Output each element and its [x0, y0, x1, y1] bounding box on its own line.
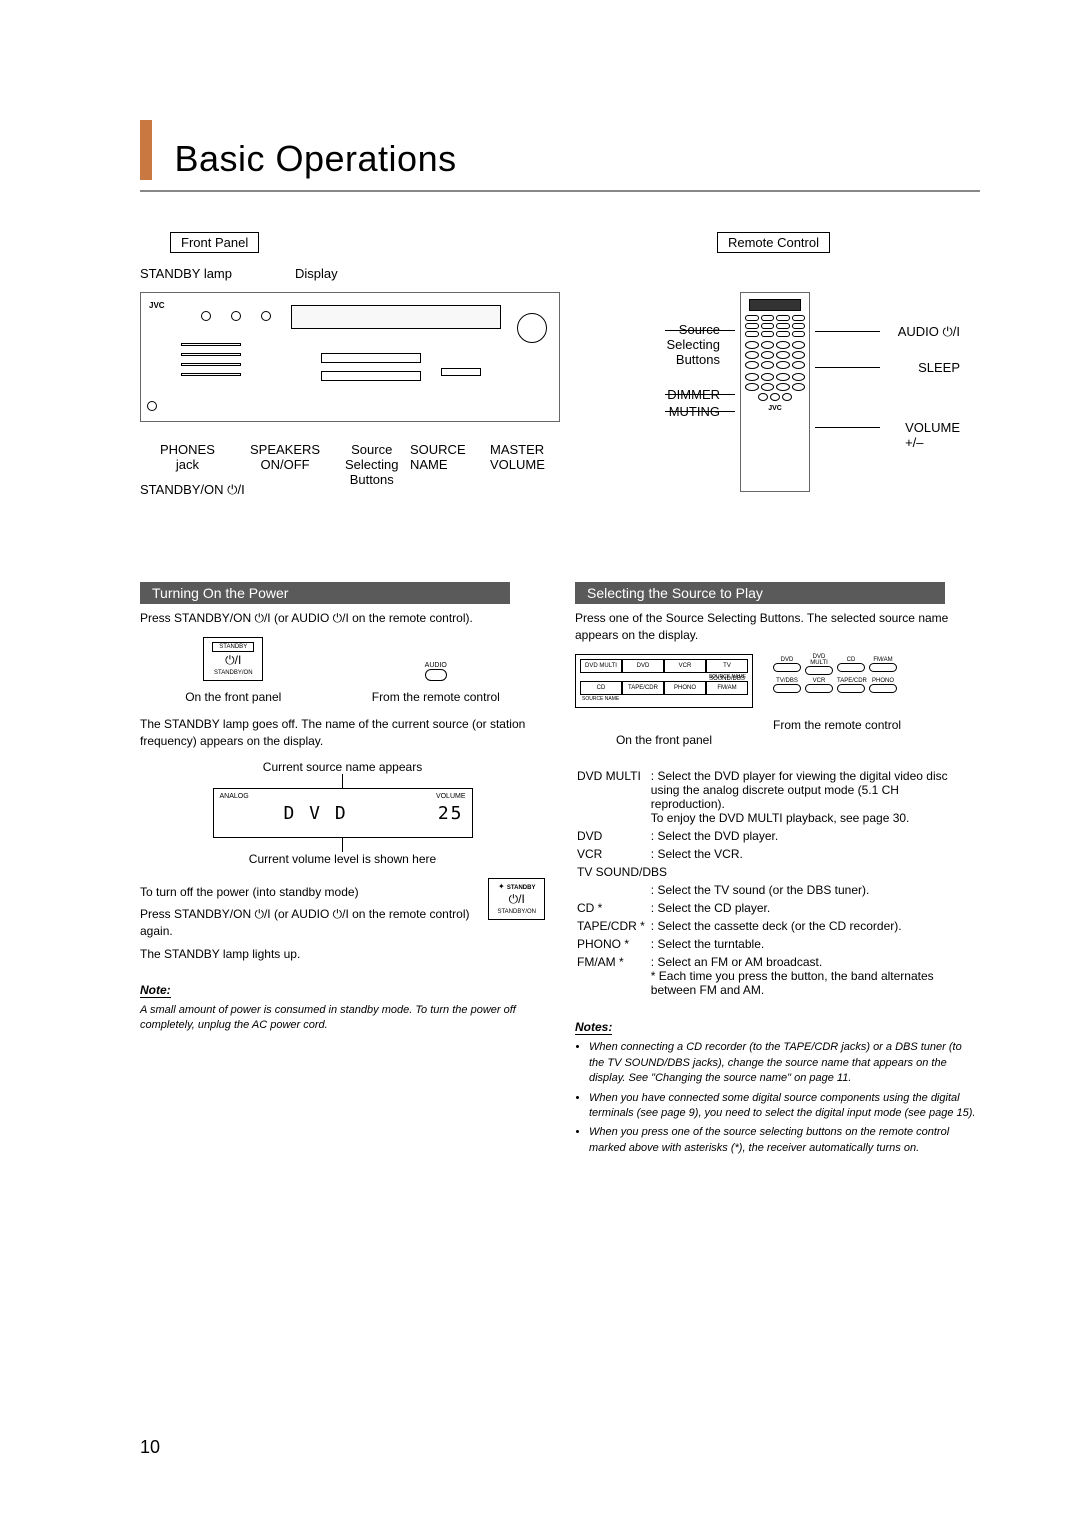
display-label: Display	[295, 266, 338, 281]
right-note-3: When you press one of the source selecti…	[589, 1125, 980, 1156]
remote-audio-label: AUDIO ⏻/I	[898, 324, 960, 340]
master-volume-label: MASTERVOLUME	[490, 442, 545, 472]
display-sketch: ANALOG VOLUME D V D 25	[213, 788, 473, 838]
from-remote-caption-2: From the remote control	[773, 717, 901, 734]
standby-button-sketch-2: ✦ STANDBY ⏻/I STANDBY/ON	[488, 878, 545, 921]
remote-control-label: Remote Control	[717, 232, 830, 253]
right-note-1: When connecting a CD recorder (to the TA…	[589, 1040, 980, 1086]
from-remote-caption: From the remote control	[372, 689, 500, 706]
content-columns: Turning On the Power Press STANDBY/ON ⏻/…	[140, 552, 980, 1156]
on-front-panel-caption-2: On the front panel	[575, 732, 753, 749]
right-column: Selecting the Source to Play Press one o…	[575, 552, 980, 1156]
speakers-label: SPEAKERSON/OFF	[250, 442, 320, 472]
remote-source-buttons-label: SourceSelectingButtons	[667, 322, 720, 367]
source-selecting-label: SourceSelectingButtons	[345, 442, 398, 487]
page-title: Basic Operations	[174, 138, 456, 180]
on-front-panel-caption: On the front panel	[185, 689, 281, 706]
page-header: Basic Operations	[140, 120, 980, 192]
source-name-label: SOURCENAME	[410, 442, 466, 472]
audio-button-sketch: AUDIO	[372, 662, 500, 681]
front-panel-label: Front Panel	[170, 232, 259, 253]
notes-label: Notes:	[575, 1020, 612, 1035]
standby-on-label: STANDBY/ON ⏻/I	[140, 482, 245, 498]
display-caption-top: Current source name appears	[140, 760, 545, 774]
selecting-source-heading: Selecting the Source to Play	[575, 582, 945, 604]
remote-sleep-label: SLEEP	[918, 360, 960, 375]
left-p1: Press STANDBY/ON ⏻/I (or AUDIO ⏻/I on th…	[140, 610, 545, 627]
turning-on-heading: Turning On the Power	[140, 582, 510, 604]
remote-sketch: JVC	[740, 292, 810, 492]
phones-jack-label: PHONESjack	[160, 442, 215, 472]
remote-volume-label: VOLUME+/–	[905, 420, 960, 450]
display-caption-bottom: Current volume level is shown here	[140, 852, 545, 866]
left-p3: To turn off the power (into standby mode…	[140, 884, 478, 901]
left-note: A small amount of power is consumed in s…	[140, 1003, 545, 1034]
left-p4: Press STANDBY/ON ⏻/I (or AUDIO ⏻/I on th…	[140, 906, 478, 940]
left-p2: The STANDBY lamp goes off. The name of t…	[140, 716, 545, 750]
title-rule	[140, 190, 980, 192]
standby-lamp-label: STANDBY lamp	[140, 266, 232, 281]
front-panel-sketch: JVC	[140, 292, 560, 422]
standby-button-sketch: STANDBY ⏻/I STANDBY/ON	[203, 637, 263, 681]
left-column: Turning On the Power Press STANDBY/ON ⏻/…	[140, 552, 545, 1156]
device-diagram: Front Panel Remote Control STANDBY lamp …	[140, 232, 980, 512]
page-number: 10	[140, 1437, 160, 1458]
note-label: Note:	[140, 983, 171, 998]
source-description-table: DVD MULTI: Select the DVD player for vie…	[575, 766, 980, 1000]
front-source-buttons-sketch: DVD MULTI DVD VCR TV SOUND/DBS SOURCE NA…	[575, 654, 753, 708]
accent-bar	[140, 120, 152, 180]
left-p5: The STANDBY lamp lights up.	[140, 946, 478, 963]
manual-page: Basic Operations Front Panel Remote Cont…	[0, 0, 1080, 1196]
right-p1: Press one of the Source Selecting Button…	[575, 610, 980, 644]
right-note-2: When you have connected some digital sou…	[589, 1091, 980, 1122]
remote-source-buttons-sketch: DVD DVD MULTI CD FM/AM TV/DBS VCR TAPE/C…	[773, 654, 901, 693]
